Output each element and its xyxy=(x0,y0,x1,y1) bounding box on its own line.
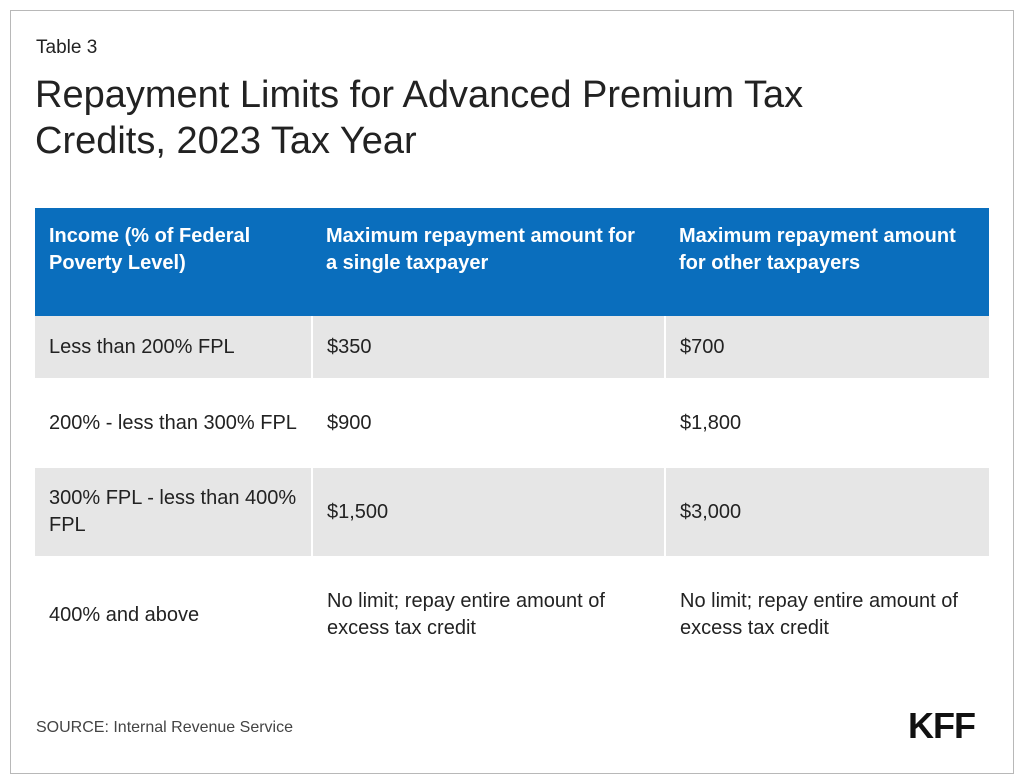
single-amount-cell: $350 xyxy=(311,316,665,378)
single-amount-cell: $900 xyxy=(311,378,665,468)
table-title: Repayment Limits for Advanced Premium Ta… xyxy=(35,74,804,162)
table-row: Less than 200% FPL $350 $700 xyxy=(35,316,989,378)
repayment-limits-table: Income (% of Federal Poverty Level) Maxi… xyxy=(35,208,989,674)
other-amount-cell: No limit; repay entire amount of excess … xyxy=(664,556,989,674)
other-amount-cell: $700 xyxy=(664,316,989,378)
other-amount-cell: $1,800 xyxy=(664,378,989,468)
income-cell: 200% - less than 300% FPL xyxy=(35,378,312,468)
income-cell: Less than 200% FPL xyxy=(35,316,312,378)
table-number: Table 3 xyxy=(36,37,98,58)
column-header-other: Maximum repayment amount for other taxpa… xyxy=(665,208,989,316)
income-cell: 400% and above xyxy=(35,556,312,674)
single-amount-cell: $1,500 xyxy=(311,468,665,556)
table-header-row: Income (% of Federal Poverty Level) Maxi… xyxy=(35,208,989,316)
column-header-single: Maximum repayment amount for a single ta… xyxy=(312,208,665,316)
kff-logo: KFF xyxy=(908,705,976,746)
income-cell: 300% FPL - less than 400% FPL xyxy=(35,468,312,556)
table-row: 300% FPL - less than 400% FPL $1,500 $3,… xyxy=(35,468,989,556)
column-header-income: Income (% of Federal Poverty Level) xyxy=(35,208,312,316)
single-amount-cell: No limit; repay entire amount of excess … xyxy=(311,556,665,674)
table-row: 200% - less than 300% FPL $900 $1,800 xyxy=(35,378,989,468)
other-amount-cell: $3,000 xyxy=(664,468,989,556)
table-row: 400% and above No limit; repay entire am… xyxy=(35,556,989,674)
source-note: SOURCE: Internal Revenue Service xyxy=(36,719,293,736)
